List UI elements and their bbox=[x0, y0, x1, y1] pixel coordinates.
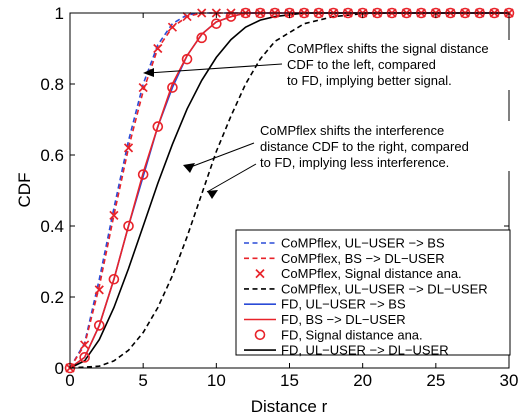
legend-item-fd-ul-user-bs: FD, UL−USER −> BS bbox=[244, 297, 406, 312]
data-point-compflex-signal-distance-ana-1 bbox=[80, 340, 90, 350]
data-point-fd-signal-distance-ana-5 bbox=[137, 169, 149, 180]
x-axis-label: Distance r bbox=[251, 397, 328, 416]
data-point-fd-signal-distance-ana-2 bbox=[93, 320, 105, 331]
annotation-signal: CoMPflex shifts the signal distance CDF … bbox=[143, 40, 512, 90]
y-tick-label-0.6: 0.6 bbox=[40, 146, 64, 165]
y-tick-label-0.4: 0.4 bbox=[40, 217, 64, 236]
annotation-interference-arrowhead bbox=[183, 163, 195, 173]
y-tick-label-0: 0 bbox=[55, 359, 64, 378]
data-point-compflex-signal-distance-ana-3 bbox=[109, 210, 119, 220]
annotation-signal-arrowhead bbox=[143, 68, 154, 77]
annotation-signal-arrow bbox=[147, 63, 283, 74]
data-point-compflex-signal-distance-ana-5 bbox=[138, 82, 148, 93]
axes bbox=[69, 12, 510, 369]
data-point-fd-signal-distance-ana-6 bbox=[152, 121, 164, 132]
data-point-fd-signal-distance-ana-11 bbox=[225, 11, 237, 22]
annotations: CoMPflex shifts the signal distance CDF … bbox=[143, 40, 516, 199]
data-point-compflex-signal-distance-ana-2 bbox=[94, 285, 104, 295]
legend-marker bbox=[255, 268, 265, 279]
data-point-fd-signal-distance-ana-1 bbox=[79, 352, 90, 363]
y-tick-label-1: 1 bbox=[55, 4, 64, 23]
series-markers bbox=[64, 7, 515, 374]
data-point-compflex-signal-distance-ana-7 bbox=[167, 22, 178, 32]
legend-label: FD, UL−USER −> BS bbox=[281, 297, 406, 312]
data-point-compflex-signal-distance-ana-6 bbox=[153, 43, 163, 54]
annotation-signal-line-3: to FD, implying better signal. bbox=[287, 73, 452, 88]
data-point-fd-signal-distance-ana-10 bbox=[211, 18, 222, 29]
data-point-compflex-signal-distance-ana-4 bbox=[123, 143, 134, 153]
legend-label: FD, UL−USER −> DL−USER bbox=[281, 343, 449, 358]
x-tick-label-10: 10 bbox=[207, 371, 226, 390]
annotation-signal-box bbox=[284, 40, 512, 90]
x-tick-label-20: 20 bbox=[353, 371, 372, 390]
annotation-interference-line-3: to FD, implying less interference. bbox=[260, 155, 449, 170]
series-line-compflex-ul-user-bs bbox=[69, 12, 509, 369]
legend-item-fd-signal-distance-ana: FD, Signal distance ana. bbox=[254, 327, 423, 342]
legend-label: CoMPflex, UL−USER −> DL−USER bbox=[281, 281, 488, 296]
legend-item-compflex-ul-user-dl-user: CoMPflex, UL−USER −> DL−USER bbox=[244, 281, 488, 296]
legend-item-fd-bs-dl-user: FD, BS −> DL−USER bbox=[244, 312, 406, 327]
legend-item-compflex-signal-distance-ana: CoMPflex, Signal distance ana. bbox=[255, 266, 462, 281]
legend-label: FD, Signal distance ana. bbox=[281, 327, 423, 342]
x-tick-label-0: 0 bbox=[65, 371, 74, 390]
legend-item-fd-ul-user-dl-user: FD, UL−USER −> DL−USER bbox=[244, 343, 449, 358]
legend-label: CoMPflex, BS −> DL−USER bbox=[281, 251, 445, 266]
annotation-interference: CoMPflex shifts the interference distanc… bbox=[183, 121, 516, 199]
legend-label: CoMPflex, Signal distance ana. bbox=[281, 266, 462, 281]
annotation-signal-line-2: CDF to the left, compared bbox=[287, 57, 436, 72]
y-axis-label: CDF bbox=[15, 173, 34, 208]
x-tick-label-25: 25 bbox=[426, 371, 445, 390]
annotation-interference-arrow bbox=[187, 142, 255, 169]
annotation-interference-box bbox=[256, 121, 516, 171]
y-tick-label-0.8: 0.8 bbox=[40, 75, 64, 94]
y-tick-label-0.2: 0.2 bbox=[40, 288, 64, 307]
annotation-interference-arrowhead-2 bbox=[207, 190, 218, 199]
data-point-fd-signal-distance-ana-9 bbox=[196, 32, 207, 44]
legend-marker bbox=[254, 329, 266, 341]
x-tick-label-5: 5 bbox=[138, 371, 147, 390]
data-point-fd-signal-distance-ana-3 bbox=[108, 273, 120, 285]
tick-labels: 0 5 10 15 20 25 30 0 0.2 0.4 0.6 0.8 1 bbox=[40, 4, 518, 390]
x-tick-label-15: 15 bbox=[280, 371, 299, 390]
annotation-interference-arrow-2 bbox=[206, 163, 257, 193]
legend-item-compflex-ul-user-bs: CoMPflex, UL−USER −> BS bbox=[244, 236, 445, 251]
data-point-fd-signal-distance-ana-8 bbox=[181, 53, 193, 65]
legend-item-compflex-bs-dl-user: CoMPflex, BS −> DL−USER bbox=[244, 251, 445, 266]
annotation-interference-line-1: CoMPflex shifts the interference bbox=[260, 123, 444, 138]
x-tick-label-30: 30 bbox=[500, 371, 519, 390]
annotation-interference-line-2: distance CDF to the right, compared bbox=[260, 139, 469, 154]
legend-label: CoMPflex, UL−USER −> BS bbox=[281, 236, 445, 251]
legend-box bbox=[235, 229, 511, 356]
annotation-signal-line-1: CoMPflex shifts the signal distance bbox=[287, 41, 489, 56]
data-point-compflex-signal-distance-ana-8 bbox=[182, 11, 192, 22]
data-point-fd-signal-distance-ana-7 bbox=[167, 82, 178, 93]
legend-label: FD, BS −> DL−USER bbox=[281, 312, 406, 327]
data-point-fd-signal-distance-ana-4 bbox=[123, 220, 134, 232]
